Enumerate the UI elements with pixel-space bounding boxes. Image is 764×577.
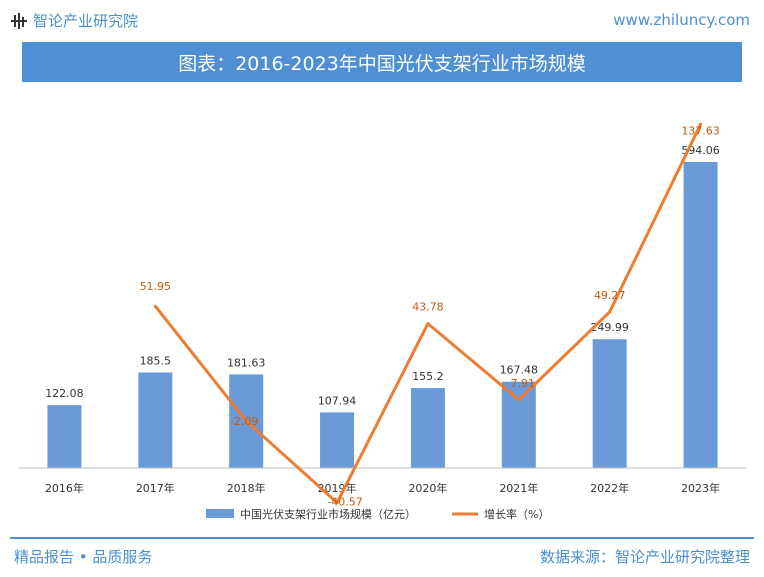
bar-data-label: 155.2 bbox=[412, 370, 444, 383]
bar bbox=[320, 412, 355, 468]
growth-data-label: -2.09 bbox=[230, 415, 258, 428]
bar bbox=[138, 372, 173, 468]
bar-chart-logo-icon bbox=[11, 12, 27, 29]
x-tick-label: 2022年 bbox=[590, 481, 629, 495]
bar-data-label: 122.08 bbox=[45, 387, 84, 400]
x-tick-label: 2019年 bbox=[318, 481, 357, 495]
growth-point bbox=[426, 322, 430, 326]
growth-data-label: 51.95 bbox=[140, 280, 172, 293]
footer-source: 数据来源：智论产业研究院整理 bbox=[539, 548, 750, 566]
x-tick-label: 2023年 bbox=[681, 481, 720, 495]
bar-data-label: 107.94 bbox=[318, 394, 357, 407]
growth-point bbox=[244, 419, 248, 423]
bar-series: 122.08 185.5 181.63 107.94 155.2 167.48 249.99… bbox=[45, 144, 720, 468]
legend-label-bar: 中国光伏支架行业市场规模（亿元） bbox=[240, 507, 416, 521]
chart-title-banner: 图表：2016-2023年中国光伏支架行业市场规模 bbox=[22, 42, 742, 82]
brand-logo[interactable]: 智论产业研究院 bbox=[10, 10, 138, 31]
bar-data-label: 249.99 bbox=[590, 321, 629, 334]
bar bbox=[501, 381, 536, 468]
bar bbox=[47, 405, 82, 468]
legend-label-line: 增长率（%） bbox=[484, 507, 549, 521]
combo-chart: 122.08 185.5 181.63 107.94 155.2 167.48 249.99… bbox=[19, 122, 746, 521]
bar-data-label: 167.48 bbox=[500, 364, 539, 377]
bar bbox=[592, 339, 627, 468]
growth-data-label: 137.63 bbox=[681, 124, 720, 137]
growth-data-label: 49.27 bbox=[594, 289, 626, 302]
x-tick-label: 2021年 bbox=[499, 481, 538, 495]
site-url-link[interactable]: www.zhiluncy.com bbox=[613, 11, 750, 29]
growth-line-series: 51.95 -2.09 -40.57 43.78 7.91 49.27 137.63 bbox=[140, 122, 720, 509]
bar bbox=[683, 161, 718, 468]
growth-data-label: 43.78 bbox=[412, 301, 444, 314]
growth-point bbox=[335, 501, 339, 505]
footer-slogan: 精品报告 • 品质服务 bbox=[14, 548, 153, 566]
x-axis: 2016年 2017年 2018年 2019年 2020年 2021年 2022年 2023年 bbox=[19, 467, 746, 495]
x-tick-label: 2017年 bbox=[136, 481, 175, 495]
bar bbox=[410, 388, 445, 468]
growth-data-label: -40.57 bbox=[327, 496, 362, 509]
growth-point bbox=[608, 310, 612, 314]
growth-point bbox=[153, 304, 157, 308]
chart-title: 图表：2016-2023年中国光伏支架行业市场规模 bbox=[178, 52, 586, 75]
legend: 中国光伏支架行业市场规模（亿元） 增长率（%） bbox=[206, 507, 549, 521]
header: 智论产业研究院 www.zhiluncy.com bbox=[0, 0, 764, 40]
x-tick-label: 2018年 bbox=[227, 481, 266, 495]
x-tick-label: 2020年 bbox=[408, 481, 447, 495]
growth-data-label: 7.91 bbox=[511, 377, 536, 390]
bar-data-label: 181.63 bbox=[227, 356, 266, 369]
x-tick-label: 2016年 bbox=[45, 481, 84, 495]
growth-point bbox=[699, 122, 703, 126]
bar-data-label: 185.5 bbox=[140, 354, 172, 367]
legend-swatch-bar bbox=[206, 509, 234, 518]
footer-divider bbox=[10, 537, 754, 539]
brand-name: 智论产业研究院 bbox=[33, 12, 139, 30]
growth-point bbox=[517, 398, 521, 402]
